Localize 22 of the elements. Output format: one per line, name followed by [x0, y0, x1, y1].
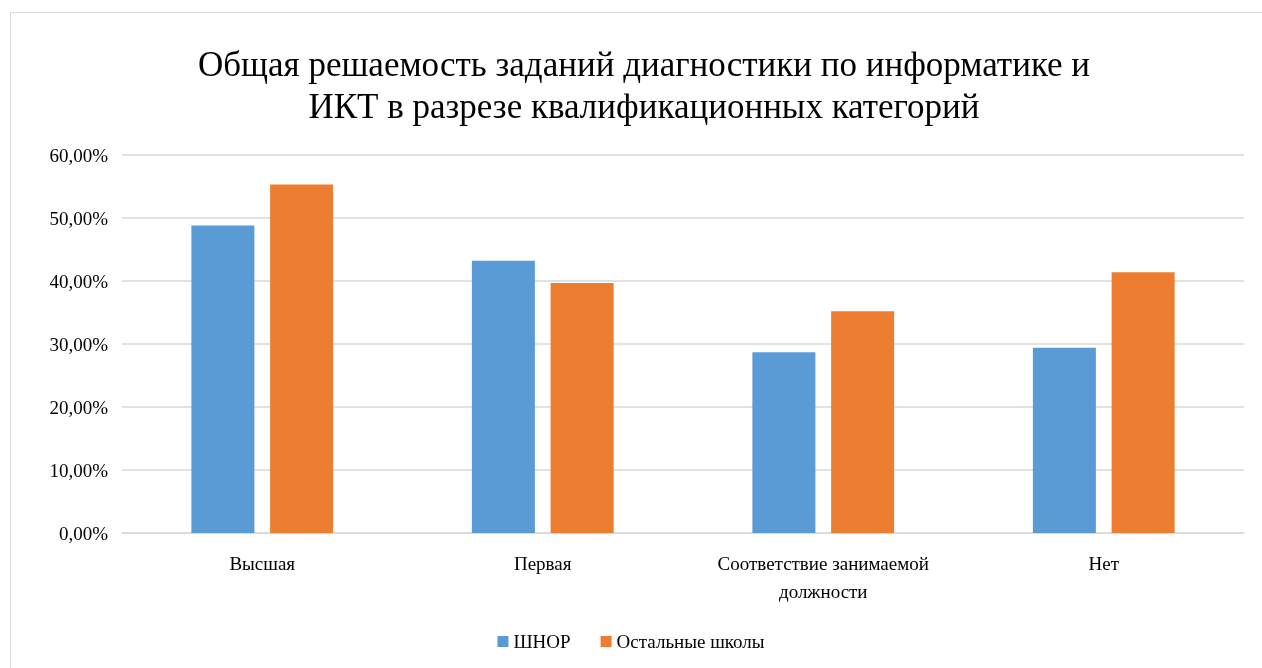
- y-tick-label: 30,00%: [49, 333, 109, 355]
- bar: [471, 260, 535, 533]
- y-tick-label: 10,00%: [49, 459, 109, 481]
- x-tick-label: Нет: [1088, 552, 1120, 574]
- y-tick-label: 50,00%: [49, 207, 109, 229]
- x-tick-label: Высшая: [229, 552, 296, 574]
- legend-label: ШНОР: [513, 631, 571, 652]
- bar: [1111, 272, 1175, 533]
- bar: [191, 225, 255, 533]
- y-tick-label: 60,00%: [49, 144, 109, 166]
- y-tick-label: 20,00%: [49, 396, 109, 418]
- legend-label: Остальные школы: [616, 631, 765, 652]
- bar: [1032, 347, 1096, 533]
- y-tick-label: 0,00%: [58, 522, 109, 544]
- bar: [270, 184, 334, 533]
- bar: [550, 282, 614, 533]
- bar: [831, 311, 895, 533]
- x-tick-label: Соответствие занимаемой должности: [717, 552, 929, 602]
- bar: [752, 352, 816, 533]
- y-tick-label: 40,00%: [49, 270, 109, 292]
- chart-title: Общая решаемость заданий диагностики по информатике и ИКТ в разрезе квалификационных категорий: [197, 44, 1091, 126]
- x-tick-label: Первая: [513, 552, 572, 574]
